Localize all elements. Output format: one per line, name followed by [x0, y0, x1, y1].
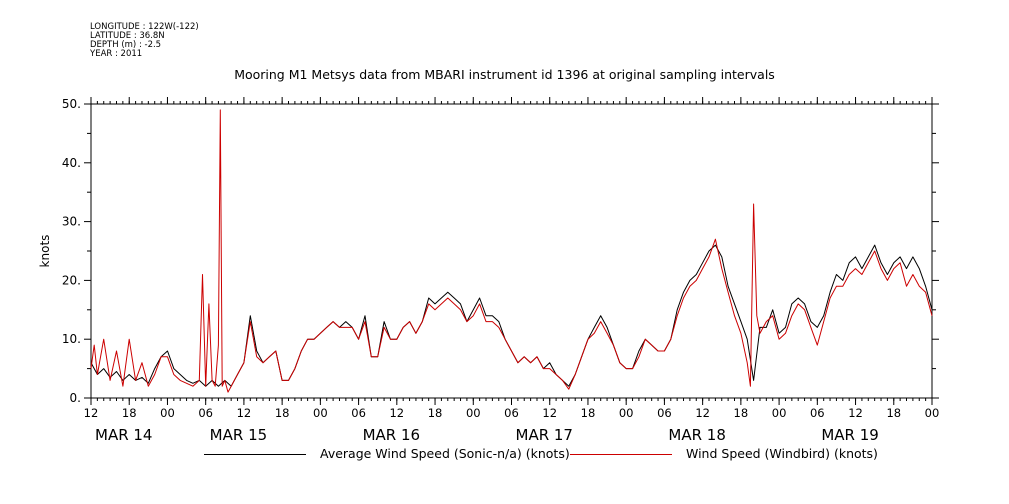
x-tick-label: 06 [810, 406, 825, 420]
x-tick-label: 12 [848, 406, 863, 420]
x-day-label: MAR 14 [95, 426, 152, 444]
y-tick-label: 40. [62, 156, 81, 170]
x-tick-label: 06 [504, 406, 519, 420]
x-tick-label: 12 [84, 406, 99, 420]
y-tick-label: 30. [62, 215, 81, 229]
y-axis-label: knots [38, 235, 52, 268]
x-tick-label: 18 [428, 406, 443, 420]
x-day-label: MAR 18 [668, 426, 725, 444]
x-tick-label: 18 [275, 406, 290, 420]
y-tick-label: 0. [70, 391, 81, 405]
legend-label-series-2: Wind Speed (Windbird) (knots) [686, 446, 878, 461]
x-tick-label: 12 [695, 406, 710, 420]
x-tick-label: 00 [925, 406, 940, 420]
x-day-label: MAR 19 [821, 426, 878, 444]
series-line-2 [90, 109, 933, 393]
x-tick-label: 12 [542, 406, 557, 420]
x-tick-label: 00 [466, 406, 481, 420]
legend-series-2: Wind Speed (Windbird) (knots) [570, 446, 878, 461]
legend-line-series-1 [204, 454, 306, 455]
plot-border [90, 103, 933, 399]
x-day-label: MAR 15 [210, 426, 267, 444]
x-day-label: MAR 16 [363, 426, 420, 444]
x-tick-label: 06 [351, 406, 366, 420]
x-tick-label: 06 [657, 406, 672, 420]
x-tick-label: 00 [772, 406, 787, 420]
metadata-year: YEAR : 2011 [90, 49, 143, 59]
metadata-latitude: LATITUDE : 36.8N [90, 31, 165, 41]
x-day-label: MAR 17 [516, 426, 573, 444]
x-tick-label: 06 [198, 406, 213, 420]
metadata-longitude: LONGITUDE : 122W(-122) [90, 22, 199, 32]
legend-line-series-2 [570, 454, 672, 455]
x-tick-label: 00 [313, 406, 328, 420]
x-tick-label: 18 [122, 406, 137, 420]
x-tick-label: 12 [389, 406, 404, 420]
legend-series-1: Average Wind Speed (Sonic-n/a) (knots) [204, 446, 570, 461]
x-tick-label: 00 [619, 406, 634, 420]
x-tick-label: 12 [237, 406, 252, 420]
x-tick-label: 18 [581, 406, 596, 420]
legend-label-series-1: Average Wind Speed (Sonic-n/a) (knots) [320, 446, 570, 461]
chart-title: Mooring M1 Metsys data from MBARI instru… [234, 67, 775, 82]
y-tick-label: 20. [62, 273, 81, 287]
x-tick-label: 18 [886, 406, 901, 420]
x-tick-label: 00 [160, 406, 175, 420]
x-tick-label: 18 [734, 406, 749, 420]
y-tick-label: 10. [62, 332, 81, 346]
y-tick-label: 50. [62, 97, 81, 111]
metadata-depth: DEPTH (m) : -2.5 [90, 40, 162, 50]
